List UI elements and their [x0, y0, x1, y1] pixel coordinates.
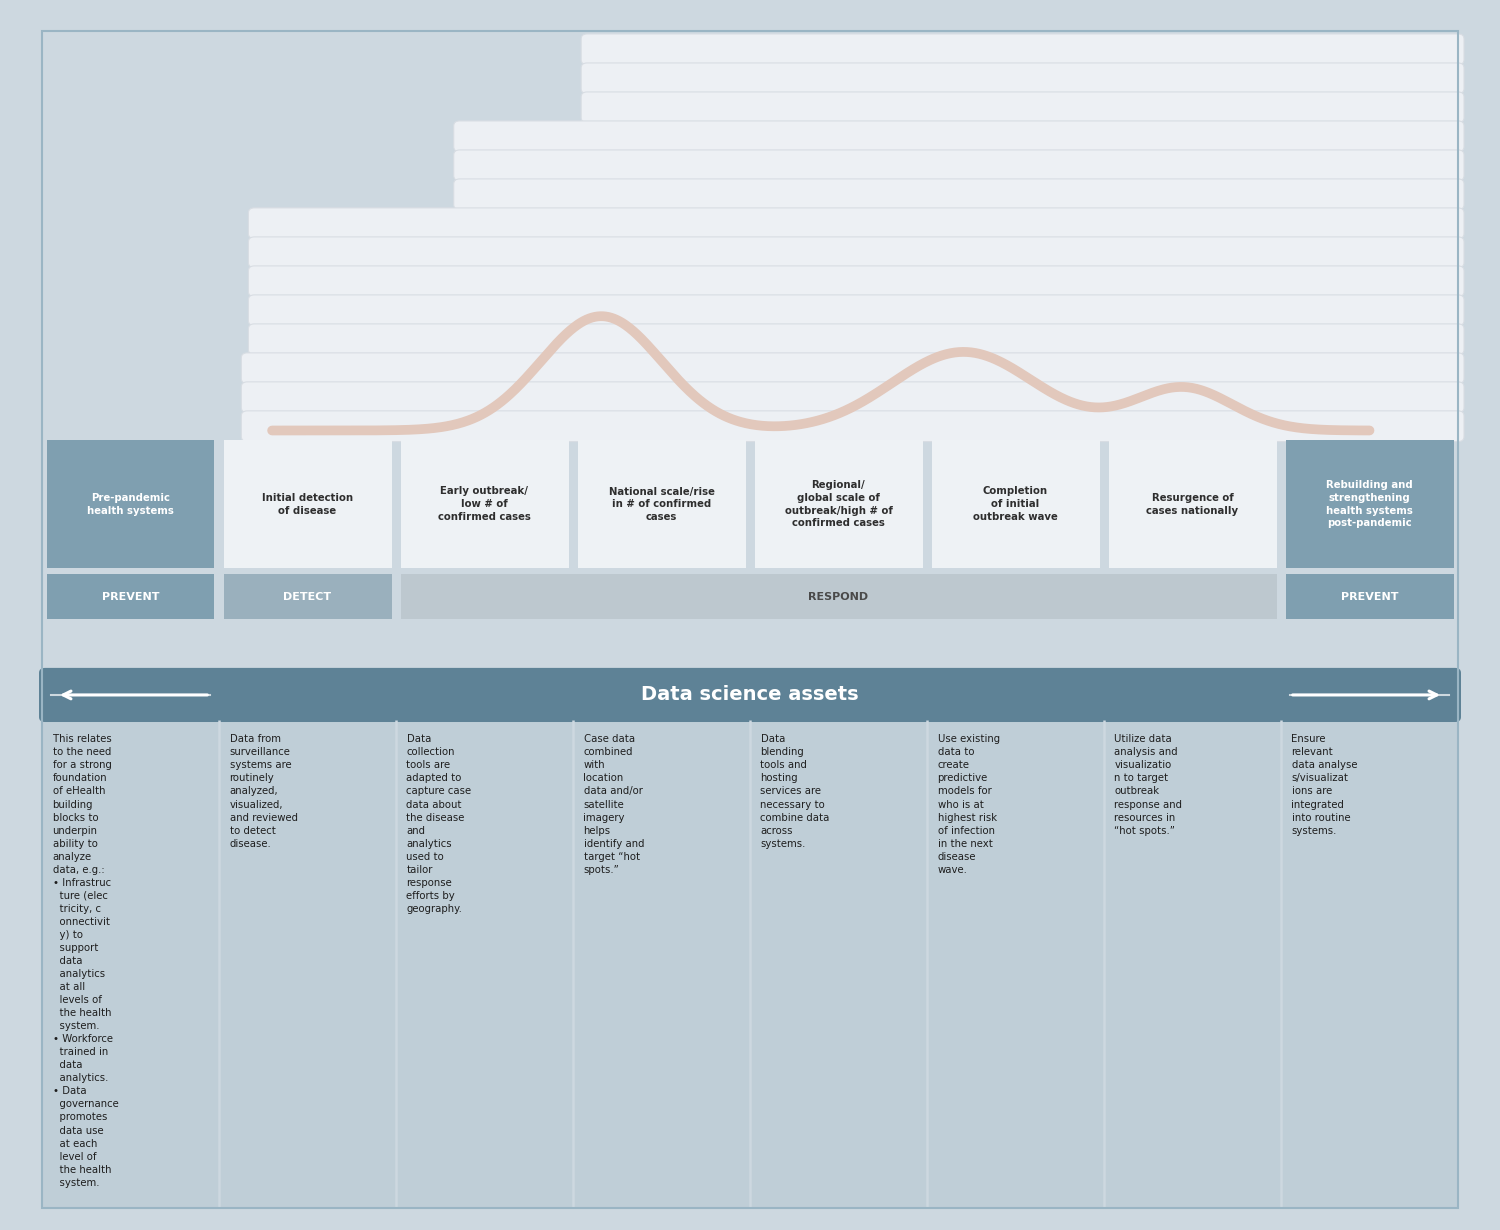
Text: Completion
of initial
outbreak wave: Completion of initial outbreak wave [974, 487, 1058, 522]
Text: This relates
to the need
for a strong
foundation
of eHealth
building
blocks to
u: This relates to the need for a strong fo… [53, 734, 118, 1188]
Bar [932, 440, 1100, 568]
FancyBboxPatch shape [453, 178, 1464, 209]
FancyBboxPatch shape [39, 668, 1461, 722]
Text: Pre-pandemic
health systems: Pre-pandemic health systems [87, 493, 174, 515]
Bar [42, 720, 1458, 1208]
FancyBboxPatch shape [249, 237, 1464, 268]
Text: PREVENT: PREVENT [1341, 592, 1398, 601]
Bar [46, 440, 214, 568]
FancyBboxPatch shape [249, 208, 1464, 239]
Bar [224, 574, 392, 619]
Bar [1108, 440, 1276, 568]
Text: Data
blending
tools and
hosting
services are
necessary to
combine data
across
sy: Data blending tools and hosting services… [760, 734, 830, 849]
Text: Regional/
global scale of
outbreak/high # of
confirmed cases: Regional/ global scale of outbreak/high … [784, 480, 892, 529]
FancyBboxPatch shape [242, 353, 1464, 384]
Bar [1286, 574, 1454, 619]
Text: Case data
combined
with
location
data and/or
satellite
imagery
helps
identify an: Case data combined with location data an… [584, 734, 644, 875]
FancyBboxPatch shape [580, 34, 1464, 65]
FancyBboxPatch shape [580, 63, 1464, 93]
Text: Ensure
relevant
data analyse
s/visualizat
ions are
integrated
into routine
syste: Ensure relevant data analyse s/visualiza… [1292, 734, 1358, 835]
FancyBboxPatch shape [453, 121, 1464, 151]
Bar [224, 440, 392, 568]
Text: Utilize data
analysis and
visualizatio
n to target
outbreak
response and
resourc: Utilize data analysis and visualizatio n… [1114, 734, 1182, 835]
Bar [754, 440, 922, 568]
Text: Data
collection
tools are
adapted to
capture case
data about
the disease
and
ana: Data collection tools are adapted to cap… [406, 734, 471, 914]
Text: Use existing
data to
create
predictive
models for
who is at
highest risk
of infe: Use existing data to create predictive m… [938, 734, 999, 875]
Bar [400, 440, 568, 568]
FancyBboxPatch shape [242, 411, 1464, 442]
FancyBboxPatch shape [249, 295, 1464, 326]
Bar [400, 574, 1276, 619]
Text: Data from
surveillance
systems are
routinely
analyzed,
visualized,
and reviewed
: Data from surveillance systems are routi… [230, 734, 297, 849]
Text: PREVENT: PREVENT [102, 592, 159, 601]
FancyBboxPatch shape [580, 92, 1464, 123]
Text: Data science assets: Data science assets [640, 685, 860, 705]
Text: National scale/rise
in # of confirmed
cases: National scale/rise in # of confirmed ca… [609, 487, 714, 522]
Text: RESPOND: RESPOND [808, 592, 868, 601]
Text: Early outbreak/
low # of
confirmed cases: Early outbreak/ low # of confirmed cases [438, 487, 531, 522]
FancyBboxPatch shape [453, 150, 1464, 181]
Text: Rebuilding and
strengthening
health systems
post-pandemic: Rebuilding and strengthening health syst… [1326, 480, 1413, 529]
Text: DETECT: DETECT [284, 592, 332, 601]
Text: Initial detection
of disease: Initial detection of disease [262, 493, 352, 515]
Text: Resurgence of
cases nationally: Resurgence of cases nationally [1146, 493, 1239, 515]
Bar [578, 440, 746, 568]
Bar [46, 574, 214, 619]
FancyBboxPatch shape [249, 266, 1464, 296]
Bar [1286, 440, 1454, 568]
FancyBboxPatch shape [242, 381, 1464, 412]
FancyBboxPatch shape [249, 323, 1464, 354]
